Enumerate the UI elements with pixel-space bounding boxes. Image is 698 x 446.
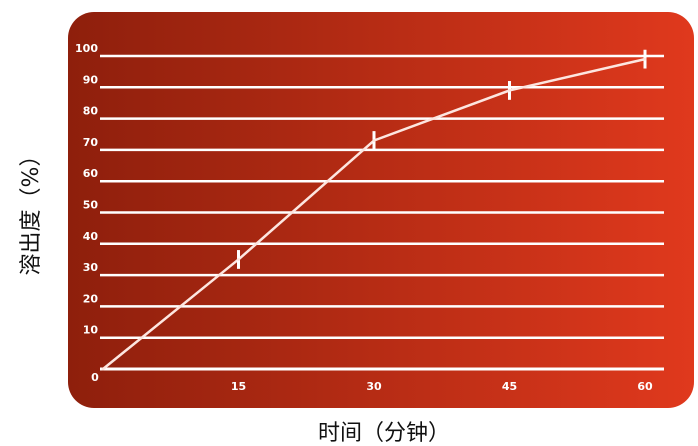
plot-panel (68, 12, 694, 408)
y-tick-label-80: 80 (83, 105, 99, 118)
y-axis-title: 溶出度（%） (19, 145, 44, 276)
x-tick-label-0: 0 (91, 371, 99, 384)
data-point-30 (372, 139, 376, 143)
y-tick-label-30: 30 (83, 261, 99, 274)
y-tick-label-100: 100 (75, 42, 98, 55)
data-series (101, 49, 647, 371)
x-axis-title: 时间（分钟） (318, 421, 450, 446)
y-tick-label-50: 50 (83, 199, 99, 212)
x-tick-label-45: 45 (502, 380, 517, 393)
y-tick-label-70: 70 (83, 136, 99, 149)
x-tick-label-15: 15 (231, 380, 246, 393)
y-tick-label-60: 60 (83, 167, 99, 180)
data-point-15 (237, 257, 240, 261)
data-point-45 (508, 88, 511, 92)
gridlines (100, 54, 664, 371)
x-tick-label-30: 30 (366, 380, 382, 393)
y-tick-labels: 10 20 30 40 50 60 70 80 90 100 (75, 42, 98, 337)
y-tick-label-20: 20 (83, 292, 99, 305)
y-tick-label-10: 10 (83, 324, 99, 337)
x-tick-labels: 0 15 30 45 60 (91, 371, 653, 393)
data-point-60 (643, 57, 647, 61)
y-tick-label-40: 40 (83, 230, 99, 243)
y-tick-label-90: 90 (83, 73, 99, 86)
x-tick-label-60: 60 (637, 380, 653, 393)
data-point-0 (101, 367, 105, 371)
